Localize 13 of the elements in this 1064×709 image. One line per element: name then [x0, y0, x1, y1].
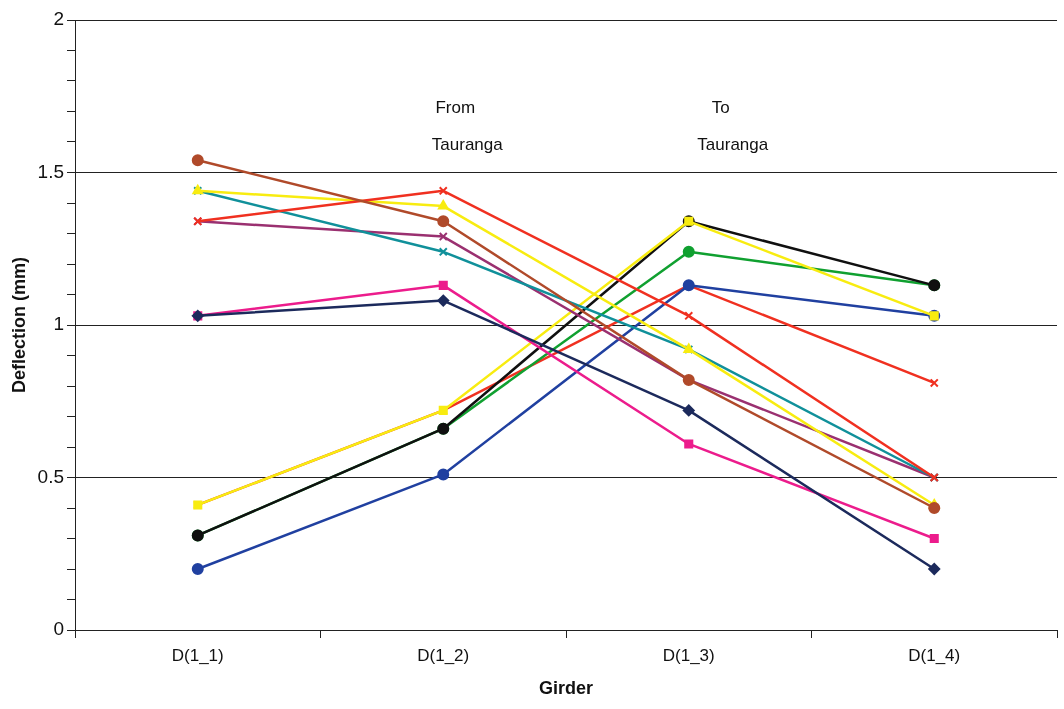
y-tick-label: 1.5: [37, 160, 65, 182]
annotation: From Tauranga: [431, 98, 504, 154]
x-tick-label: D(1_1): [171, 645, 224, 665]
x-tick-label: D(1_2): [417, 645, 470, 665]
y-axis-title: Deflection (mm): [8, 256, 29, 394]
x-tick-label: D(1_4): [908, 645, 961, 665]
x-axis-title: Girder: [538, 678, 594, 699]
y-tick-label: 0: [53, 618, 65, 640]
y-tick-label: 0.5: [37, 465, 65, 487]
annotation: To Tauranga: [697, 98, 769, 154]
y-tick-label: 2: [53, 8, 65, 30]
x-tick-label: D(1_3): [662, 645, 715, 665]
y-tick-label: 1: [53, 313, 65, 335]
